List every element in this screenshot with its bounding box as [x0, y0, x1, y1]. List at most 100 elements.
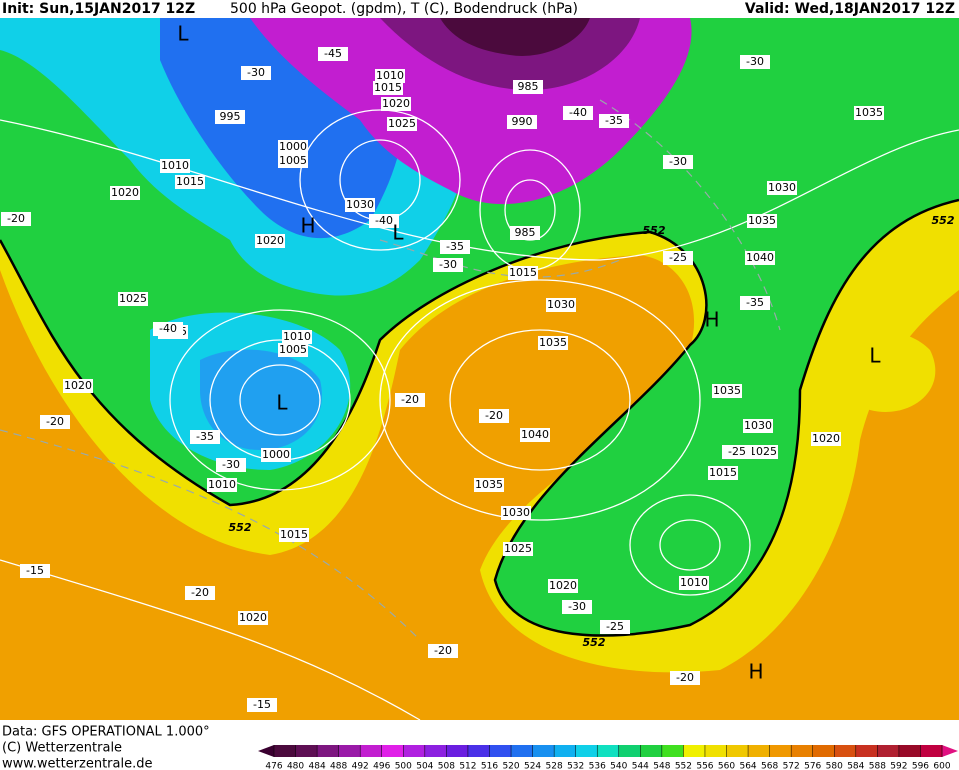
isobar-label: 1015 [176, 175, 204, 188]
contour-552-label: 552 [932, 214, 955, 227]
label-box [743, 419, 773, 433]
label-box [375, 69, 405, 83]
temperature-label: -20 [676, 671, 694, 684]
colorbar-swatch [575, 745, 598, 757]
temperature-label: -25 [606, 620, 624, 633]
isobar-label: 1010 [283, 330, 311, 343]
isobar-label: 1030 [346, 198, 374, 211]
colorbar-tick-label: 584 [847, 762, 864, 770]
temperature-label: -20 [191, 586, 209, 599]
isobar-label: 1020 [382, 97, 410, 110]
temperature-label: -35 [605, 114, 623, 127]
colorbar-swatch [274, 745, 297, 757]
colorbar-swatch [597, 745, 620, 757]
colorbar-swatch [812, 745, 835, 757]
label-box [185, 586, 215, 600]
temperature-label: -45 [324, 47, 342, 60]
isobar-label: 1015 [280, 528, 308, 541]
label-box [207, 478, 237, 492]
colorbar-swatch [898, 745, 921, 757]
colorbar-swatch [704, 745, 728, 757]
pressure-center: H [704, 308, 719, 332]
colorbar-swatch [532, 745, 555, 757]
label-box [153, 322, 183, 336]
isobar-label: 1005 [279, 343, 307, 356]
label-box [670, 671, 700, 685]
isobar-label: 1010 [680, 576, 708, 589]
temperature-label: -35 [446, 240, 464, 253]
temperature-label: -20 [46, 415, 64, 428]
temperature-label: -15 [253, 698, 271, 711]
label-box [740, 296, 770, 310]
isobar-label: 1035 [539, 336, 567, 349]
colorbar-swatch [640, 745, 663, 757]
label-box [215, 110, 245, 124]
contour-552-label: 552 [643, 224, 666, 237]
isobar-label: 1035 [748, 214, 776, 227]
pressure-center: H [300, 214, 315, 238]
colorbar-swatch [424, 745, 447, 757]
temperature-label: -25 [728, 445, 746, 458]
isobar-label: 1025 [388, 117, 416, 130]
isobar-label: 1010 [208, 478, 236, 491]
colorbar-swatch [295, 745, 318, 757]
isotherm-lines [0, 99, 781, 641]
colorbar-tick-label: 536 [589, 762, 606, 770]
colorbar-tick-label: 596 [912, 762, 929, 770]
colorbar-swatch [467, 745, 490, 757]
isobar-label: 1010 [376, 69, 404, 82]
colorbar-tick-label: 496 [373, 762, 390, 770]
label-box [440, 240, 470, 254]
colorbar-swatch [769, 745, 792, 757]
label-box [261, 448, 291, 462]
colorbar: 476 480 484 488 492 496 500 504 508 512 516 520 524 5… [258, 745, 958, 770]
label-box [20, 564, 50, 578]
isobar-label: 985 [518, 80, 539, 93]
temperature-label: -20 [485, 409, 503, 422]
label-box [216, 458, 246, 472]
init-text: Init: Sun,15JAN2017 12Z [2, 1, 195, 17]
label-box [279, 528, 309, 542]
colorbar-tick-label: 600 [933, 762, 950, 770]
temperature-label: -35 [746, 296, 764, 309]
label-box [278, 154, 308, 168]
contour-552-label: 552 [583, 636, 606, 649]
temperature-label: -15 [26, 564, 44, 577]
label-box [740, 55, 770, 69]
isobar-label: 1030 [768, 181, 796, 194]
label-box [663, 251, 693, 265]
isobar-label: 1015 [374, 81, 402, 94]
contour-552-label: 552 [229, 521, 252, 534]
isobar-label: 1030 [744, 419, 772, 432]
colorbar-tick-label: 528 [546, 762, 563, 770]
temperature-label: -30 [222, 458, 240, 471]
label-box [190, 430, 220, 444]
colorbar-swatch [791, 745, 814, 757]
label-box [811, 432, 841, 446]
colorbar-tick-label: 580 [826, 762, 843, 770]
label-box [712, 384, 742, 398]
colorbar-swatch [446, 745, 469, 757]
isobar-label: 1010 [161, 159, 189, 172]
colorbar-tick-label: 476 [265, 762, 282, 770]
colorbar-swatch [920, 745, 943, 757]
temperature-label: -35 [196, 430, 214, 443]
footer-data: Data: GFS OPERATIONAL 1.000° [2, 725, 210, 740]
colorbar-tick-label: 492 [352, 762, 369, 770]
label-box [563, 106, 593, 120]
label-box [433, 258, 463, 272]
label-box [255, 234, 285, 248]
colorbar-swatch [661, 745, 684, 757]
colorbar-swatch [554, 745, 577, 757]
temperature-label: -40 [569, 106, 587, 119]
label-box [538, 336, 568, 350]
isobar-label: 1035 [475, 478, 503, 491]
colorbar-tick-label: 520 [502, 762, 519, 770]
isobar-label: 1025 [504, 542, 532, 555]
colorbar-tick-label: 552 [675, 762, 692, 770]
label-box [175, 175, 205, 189]
label-box [474, 478, 504, 492]
label-box [520, 428, 550, 442]
temperature-label: -25 [669, 251, 687, 264]
